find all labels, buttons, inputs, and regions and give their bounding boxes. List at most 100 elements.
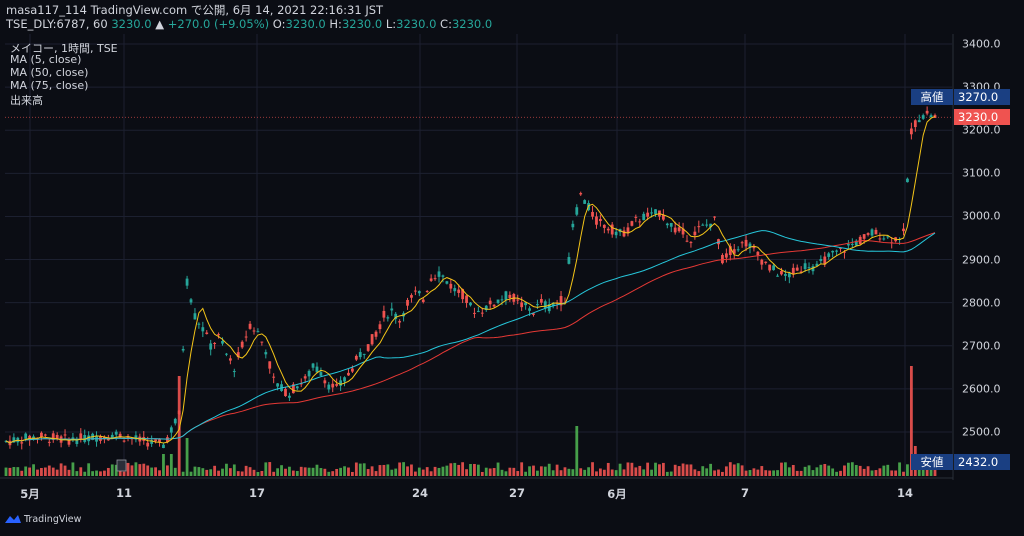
volume-bar: [362, 463, 366, 476]
candle-body: [441, 275, 445, 277]
candle-body: [614, 231, 618, 236]
volume-bar: [106, 467, 110, 476]
volume-bar: [307, 467, 311, 476]
candle-body: [599, 218, 602, 222]
volume-bar: [193, 466, 197, 476]
volume-bar: [606, 462, 610, 476]
open-value: 3230.0: [285, 17, 326, 31]
volume-bar: [295, 470, 299, 476]
candle-body: [850, 243, 854, 245]
candle-body: [291, 384, 295, 394]
x-tick-label: 27: [508, 486, 526, 500]
candle-body: [646, 212, 650, 217]
legend-ma5[interactable]: MA (5, close): [10, 53, 82, 66]
volume-bar: [827, 465, 831, 476]
volume-bar: [146, 465, 150, 476]
candle-body: [610, 224, 614, 235]
candle-body: [909, 128, 913, 135]
candle-body: [193, 313, 197, 320]
volume-bar: [661, 462, 665, 476]
candle-body: [347, 372, 350, 376]
legend-volume[interactable]: 出来高: [10, 94, 43, 107]
volume-bar: [748, 470, 752, 476]
candle-body: [398, 321, 402, 323]
volume-bar: [925, 468, 929, 476]
volume-bar: [618, 463, 622, 476]
candle-body: [213, 342, 217, 344]
volume-bar: [807, 465, 811, 476]
candle-body: [205, 332, 209, 335]
candle-body: [354, 355, 358, 360]
close-value: 3230.0: [451, 17, 493, 31]
volume-bar: [811, 470, 815, 476]
volume-bar: [536, 470, 539, 476]
volume-bar: [4, 467, 8, 476]
volume-bar: [724, 466, 728, 476]
volume-bar: [319, 468, 323, 476]
candle-body: [370, 334, 374, 345]
candle-body: [252, 330, 256, 332]
volume-bar: [221, 468, 224, 476]
volume-bar: [185, 438, 189, 476]
volume-bar: [142, 463, 146, 476]
brand-label: TradingView: [24, 514, 82, 525]
volume-bar: [299, 466, 303, 476]
candle-body: [63, 434, 67, 436]
y-tick-label: 2700.0: [962, 339, 1001, 353]
candle-body: [508, 294, 512, 299]
volume-bar: [79, 467, 83, 476]
candle-body: [902, 228, 905, 232]
ma5-line: [5, 115, 936, 444]
volume-bar: [874, 470, 878, 476]
candle-body: [240, 341, 244, 348]
volume-bar: [752, 468, 756, 476]
volume-bar: [917, 466, 921, 476]
candle-body: [480, 312, 484, 314]
candle-body: [874, 229, 878, 235]
volume-bar: [63, 465, 67, 476]
volume-bar: [732, 464, 736, 476]
legend-ma50[interactable]: MA (50, close): [10, 66, 89, 79]
candle-body: [583, 200, 587, 204]
volume-bar: [264, 462, 268, 476]
candle-body: [709, 223, 713, 228]
last-price: 3230.0: [111, 17, 152, 31]
volume-bar: [51, 467, 55, 476]
legend-ma75[interactable]: MA (75, close): [10, 79, 89, 92]
volume-bar: [43, 467, 47, 476]
candle-body: [559, 296, 563, 306]
candle-body: [854, 240, 858, 246]
candle-body: [453, 288, 457, 292]
volume-bar: [496, 462, 500, 476]
volume-bar: [555, 464, 559, 476]
volume-bar: [83, 471, 87, 476]
volume-bar: [347, 467, 350, 476]
volume-bar: [67, 469, 71, 476]
candle-body: [228, 358, 232, 361]
candle-body: [284, 388, 287, 397]
volume-bar: [886, 464, 890, 476]
volume-bar: [890, 470, 894, 476]
volume-bar: [284, 468, 287, 476]
volume-bar: [575, 426, 579, 476]
volume-bar: [689, 464, 693, 476]
low-tag-label: 安値: [911, 454, 953, 470]
volume-bar: [138, 464, 142, 476]
volume-bar: [433, 466, 437, 476]
volume-bar: [36, 469, 39, 476]
candle-body: [634, 216, 638, 218]
volume-bar: [366, 469, 370, 476]
legend-title[interactable]: メイコー, 1時間, TSE: [10, 42, 118, 55]
volume-bar: [697, 471, 701, 476]
volume-bar: [421, 469, 425, 476]
candle-body: [165, 437, 169, 443]
candle-body: [728, 246, 732, 256]
volume-bar: [563, 467, 567, 476]
volume-bar: [591, 462, 594, 476]
candle-body: [311, 363, 315, 368]
volume-bar: [256, 471, 260, 476]
volume-bar: [858, 465, 862, 476]
candle-body: [693, 231, 697, 236]
